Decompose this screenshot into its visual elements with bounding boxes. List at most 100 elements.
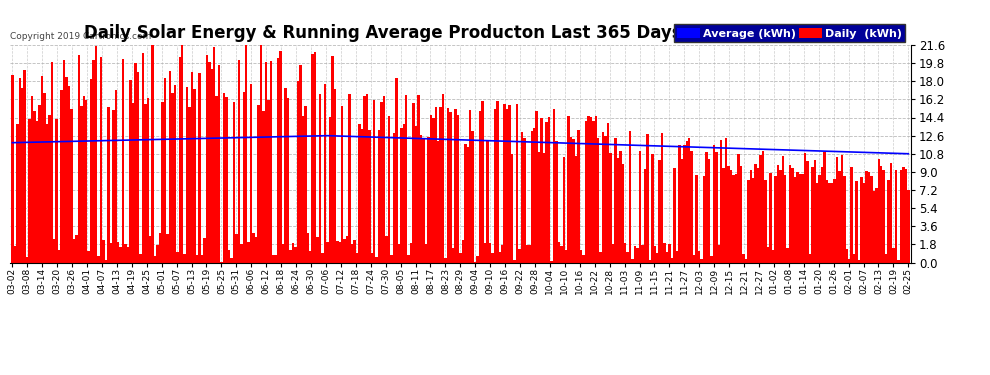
Bar (319, 94, 322, 262)
Bar (597, 138, 599, 262)
Bar (715, 152, 718, 262)
Bar (198, 73, 201, 262)
Bar (213, 46, 216, 262)
Bar (506, 109, 508, 262)
Bar (887, 180, 890, 262)
Bar (196, 255, 198, 262)
Bar (31, 96, 34, 262)
Bar (360, 129, 363, 262)
Bar (188, 108, 191, 262)
Bar (767, 247, 769, 262)
Bar (55, 118, 57, 262)
Bar (322, 253, 324, 262)
Bar (617, 158, 619, 262)
Bar (385, 236, 388, 262)
Bar (302, 116, 304, 262)
Bar (811, 167, 814, 262)
Bar (875, 188, 877, 262)
Bar (46, 124, 49, 262)
Bar (907, 190, 910, 262)
Bar (804, 153, 806, 262)
Bar (826, 180, 829, 262)
Bar (19, 78, 21, 262)
Bar (331, 56, 334, 262)
Bar (848, 258, 850, 262)
Bar (855, 182, 858, 262)
Bar (82, 96, 85, 262)
Bar (819, 175, 821, 262)
Bar (282, 244, 284, 262)
Bar (511, 154, 513, 262)
Bar (759, 155, 762, 262)
Bar (400, 128, 403, 262)
Bar (752, 178, 754, 262)
Bar (125, 244, 127, 262)
Bar (562, 157, 565, 262)
Bar (531, 131, 533, 262)
Bar (363, 96, 365, 262)
Bar (703, 176, 705, 262)
Bar (245, 45, 248, 262)
Bar (464, 144, 466, 262)
Bar (834, 179, 836, 262)
Bar (390, 255, 393, 262)
Bar (781, 156, 784, 262)
Bar (181, 45, 183, 262)
Bar (789, 165, 791, 262)
Bar (892, 249, 895, 262)
Bar (186, 87, 188, 262)
Bar (231, 258, 233, 262)
Bar (668, 244, 671, 262)
Bar (570, 137, 572, 262)
Text: Copyright 2019 Cartronics.com: Copyright 2019 Cartronics.com (10, 32, 151, 40)
Bar (853, 254, 855, 262)
Bar (791, 168, 794, 262)
Bar (403, 123, 405, 262)
Bar (688, 138, 690, 262)
Bar (728, 166, 730, 262)
Bar (902, 167, 905, 262)
Bar (11, 75, 14, 262)
Bar (644, 169, 646, 262)
Bar (604, 136, 607, 262)
Bar (228, 250, 231, 262)
Bar (685, 141, 688, 262)
Bar (713, 145, 715, 262)
Bar (749, 170, 752, 262)
Bar (599, 252, 602, 262)
Bar (518, 249, 521, 262)
Bar (754, 164, 757, 262)
Bar (29, 120, 31, 262)
Bar (683, 146, 685, 262)
Bar (147, 98, 148, 262)
Bar (676, 251, 678, 262)
Bar (560, 246, 562, 262)
Bar (642, 245, 644, 262)
Bar (585, 121, 587, 262)
Bar (814, 160, 816, 262)
Bar (326, 242, 329, 262)
Bar (117, 242, 120, 262)
Legend: Average (kWh), Daily  (kWh): Average (kWh), Daily (kWh) (674, 24, 905, 42)
Bar (272, 255, 274, 262)
Bar (747, 180, 749, 262)
Bar (809, 255, 811, 262)
Bar (353, 240, 355, 262)
Bar (252, 233, 254, 262)
Bar (658, 160, 661, 262)
Bar (533, 128, 536, 262)
Bar (821, 167, 824, 262)
Bar (504, 104, 506, 262)
Bar (226, 97, 228, 262)
Bar (872, 191, 875, 262)
Bar (62, 60, 65, 262)
Bar (158, 233, 161, 262)
Bar (516, 104, 518, 262)
Bar (336, 241, 339, 262)
Bar (575, 156, 577, 262)
Bar (395, 78, 398, 262)
Bar (612, 244, 614, 262)
Bar (479, 111, 481, 262)
Bar (666, 252, 668, 262)
Bar (171, 93, 173, 262)
